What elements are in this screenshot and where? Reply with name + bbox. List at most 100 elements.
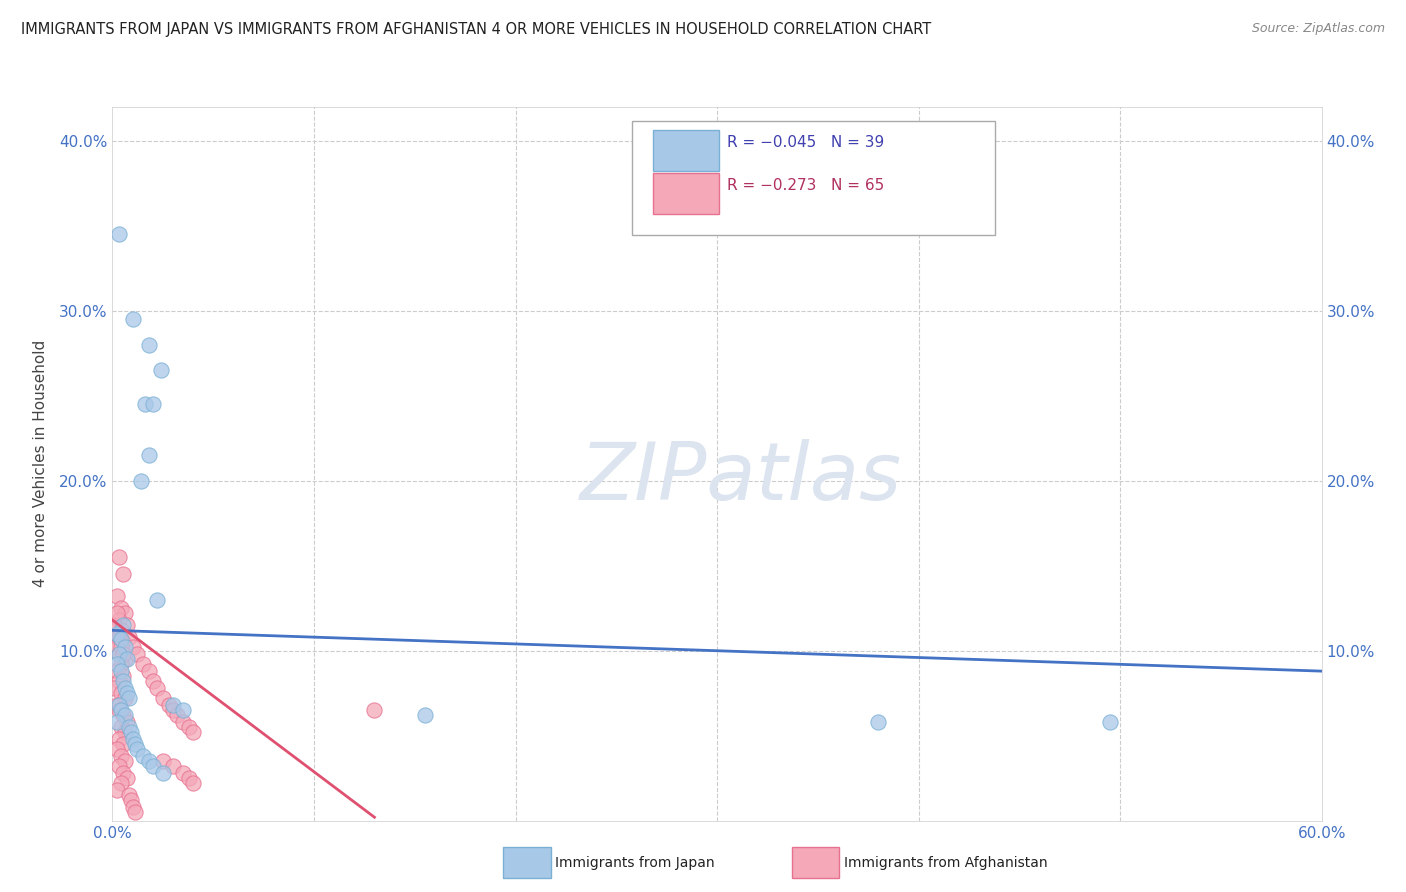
- Point: [114, 607, 136, 621]
- Point: [110, 703, 132, 717]
- Point: [115, 686, 138, 700]
- Text: IMMIGRANTS FROM JAPAN VS IMMIGRANTS FROM AFGHANISTAN 4 OR MORE VEHICLES IN HOUSE: IMMIGRANTS FROM JAPAN VS IMMIGRANTS FROM…: [21, 22, 931, 37]
- Point: [110, 776, 132, 790]
- Point: [105, 742, 128, 756]
- Point: [121, 800, 143, 814]
- Point: [181, 725, 204, 739]
- Point: [110, 640, 132, 655]
- Point: [868, 715, 890, 730]
- Text: Source: ZipAtlas.com: Source: ZipAtlas.com: [1251, 22, 1385, 36]
- FancyBboxPatch shape: [633, 121, 995, 235]
- Point: [166, 708, 188, 723]
- Point: [105, 630, 128, 644]
- Point: [121, 312, 143, 326]
- Point: [107, 613, 129, 627]
- Point: [114, 640, 136, 655]
- Point: [103, 640, 125, 655]
- Point: [107, 674, 129, 689]
- Point: [146, 681, 169, 695]
- Point: [121, 732, 143, 747]
- Point: [162, 698, 184, 712]
- Point: [177, 771, 200, 785]
- Point: [111, 618, 134, 632]
- Point: [107, 732, 129, 747]
- Point: [114, 725, 136, 739]
- Point: [146, 592, 169, 607]
- Point: [138, 664, 160, 678]
- Text: Immigrants from Japan: Immigrants from Japan: [555, 855, 716, 870]
- Point: [111, 635, 134, 649]
- Point: [105, 783, 128, 797]
- Point: [138, 338, 160, 352]
- Point: [162, 703, 184, 717]
- Point: [107, 647, 129, 661]
- Point: [120, 793, 142, 807]
- Point: [107, 698, 129, 712]
- Point: [413, 708, 436, 723]
- Point: [115, 652, 138, 666]
- Point: [110, 686, 132, 700]
- Text: Immigrants from Afghanistan: Immigrants from Afghanistan: [844, 855, 1047, 870]
- Point: [117, 630, 139, 644]
- Point: [114, 681, 136, 695]
- Point: [105, 590, 128, 604]
- Point: [177, 720, 200, 734]
- Point: [132, 749, 155, 764]
- Point: [157, 698, 180, 712]
- Point: [117, 720, 139, 734]
- Point: [105, 626, 128, 640]
- FancyBboxPatch shape: [652, 130, 720, 171]
- Point: [115, 618, 138, 632]
- Text: R = −0.273   N = 65: R = −0.273 N = 65: [727, 178, 884, 193]
- Point: [107, 647, 129, 661]
- Point: [132, 657, 155, 672]
- Y-axis label: 4 or more Vehicles in Household: 4 or more Vehicles in Household: [32, 340, 48, 588]
- Point: [142, 674, 165, 689]
- Point: [1098, 715, 1121, 730]
- Point: [363, 703, 385, 717]
- Point: [129, 474, 152, 488]
- Point: [110, 749, 132, 764]
- Point: [107, 759, 129, 773]
- Point: [114, 691, 136, 706]
- FancyBboxPatch shape: [652, 173, 720, 214]
- Point: [115, 771, 138, 785]
- Point: [117, 691, 139, 706]
- Text: ZIPatlas: ZIPatlas: [581, 439, 903, 517]
- Point: [103, 681, 125, 695]
- Point: [162, 759, 184, 773]
- Point: [105, 657, 128, 672]
- Point: [110, 657, 132, 672]
- Point: [125, 742, 148, 756]
- Point: [105, 607, 128, 621]
- Point: [114, 652, 136, 666]
- Point: [114, 754, 136, 768]
- Point: [138, 448, 160, 462]
- Point: [172, 703, 194, 717]
- Point: [107, 550, 129, 565]
- Point: [111, 708, 134, 723]
- Text: R = −0.045   N = 39: R = −0.045 N = 39: [727, 136, 884, 150]
- Point: [110, 601, 132, 615]
- Point: [152, 766, 174, 780]
- Point: [111, 647, 134, 661]
- Point: [152, 754, 174, 768]
- Point: [152, 691, 174, 706]
- Point: [142, 759, 165, 773]
- Point: [110, 632, 132, 646]
- Point: [138, 754, 160, 768]
- Point: [121, 640, 143, 655]
- Point: [124, 737, 146, 751]
- Point: [149, 363, 172, 377]
- Point: [124, 805, 146, 819]
- Point: [110, 624, 132, 638]
- Point: [125, 647, 148, 661]
- Point: [172, 715, 194, 730]
- Point: [117, 788, 139, 802]
- Point: [110, 664, 132, 678]
- Point: [114, 708, 136, 723]
- Point: [181, 776, 204, 790]
- Point: [105, 664, 128, 678]
- Point: [111, 674, 134, 689]
- Point: [105, 698, 128, 712]
